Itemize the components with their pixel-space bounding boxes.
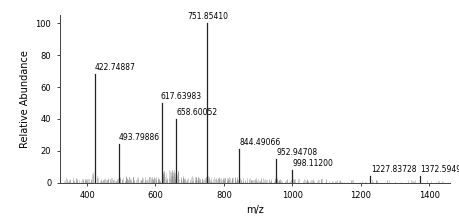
Text: 617.63983: 617.63983 [161,92,202,101]
X-axis label: m/z: m/z [246,205,263,215]
Text: 751.85410: 751.85410 [187,13,228,22]
Text: 952.94708: 952.94708 [277,148,318,157]
Text: 1372.59497: 1372.59497 [420,165,459,174]
Text: 998.11200: 998.11200 [292,159,333,168]
Y-axis label: Relative Abundance: Relative Abundance [20,50,30,148]
Text: 658.60052: 658.60052 [176,108,218,117]
Text: 1227.83728: 1227.83728 [371,165,417,174]
Text: 422.74887: 422.74887 [94,63,135,72]
Text: 493.79886: 493.79886 [118,134,160,143]
Text: 844.49066: 844.49066 [240,138,281,147]
